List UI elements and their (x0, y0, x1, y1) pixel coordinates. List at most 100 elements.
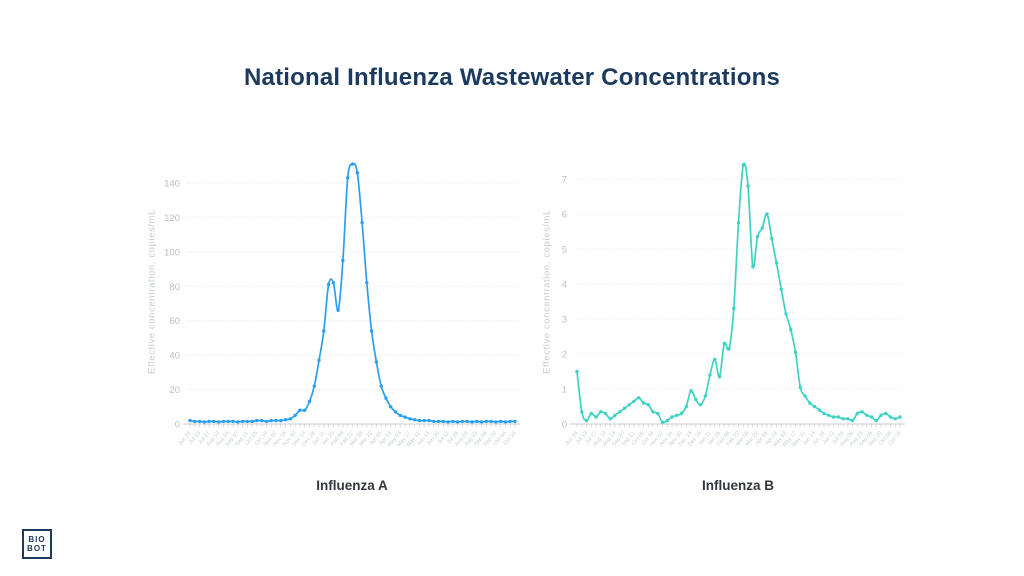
data-point (594, 415, 598, 419)
data-point (779, 287, 783, 291)
y-tick-label: 5 (562, 245, 567, 256)
data-point (784, 312, 788, 316)
data-point (708, 373, 712, 377)
data-point (888, 415, 893, 419)
data-point (202, 420, 206, 424)
data-point (793, 350, 798, 354)
data-point (808, 401, 812, 405)
data-point (379, 384, 383, 388)
data-point (599, 410, 603, 414)
data-point (893, 417, 897, 421)
data-point (798, 385, 802, 389)
data-point (831, 415, 836, 419)
data-point (489, 419, 493, 424)
data-point (879, 413, 883, 417)
data-point (850, 418, 855, 423)
data-point (727, 347, 731, 351)
data-point (279, 418, 283, 423)
data-point (713, 357, 717, 361)
data-point (212, 419, 216, 424)
data-point (670, 415, 674, 419)
data-point (446, 420, 450, 424)
data-point (494, 420, 498, 424)
data-point (398, 413, 402, 418)
data-point (393, 410, 398, 414)
data-point (513, 419, 517, 424)
data-point (475, 419, 479, 424)
data-point (613, 413, 617, 417)
data-point (746, 184, 750, 188)
data-point (403, 415, 407, 419)
data-point (765, 212, 769, 216)
data-point (770, 236, 774, 241)
data-point (221, 419, 226, 424)
data-point (608, 417, 612, 421)
data-point (336, 308, 340, 313)
data-point (689, 389, 693, 393)
data-point (679, 411, 684, 416)
data-point (736, 221, 741, 225)
y-tick-label: 3 (562, 315, 567, 326)
y-tick-label: 6 (562, 210, 567, 221)
data-point (751, 264, 755, 269)
data-point (240, 419, 245, 424)
data-point (264, 419, 269, 424)
data-point (651, 410, 655, 414)
data-point (860, 410, 864, 414)
data-point (684, 404, 688, 409)
data-point (283, 418, 288, 422)
data-point (231, 419, 235, 424)
data-point (855, 411, 859, 416)
data-point (603, 411, 608, 416)
y-tick-label: 20 (169, 385, 180, 396)
data-point (360, 220, 364, 225)
y-tick-label: 0 (562, 420, 567, 431)
data-point (374, 360, 379, 364)
data-point (660, 420, 665, 424)
data-point (732, 306, 736, 311)
influenza-a-caption: Influenza A (316, 478, 388, 493)
data-point (741, 163, 745, 167)
data-point (307, 399, 312, 404)
data-point (269, 418, 273, 423)
y-tick-label: 1 (562, 385, 567, 396)
data-point (193, 419, 197, 424)
data-point (584, 418, 589, 423)
data-point (470, 420, 474, 424)
data-point (717, 375, 722, 379)
data-point (250, 419, 254, 424)
data-point (622, 406, 627, 410)
data-point (369, 329, 374, 333)
data-point (646, 403, 650, 407)
data-point (298, 408, 302, 412)
biobot-logo-text-bottom: BOT (27, 544, 47, 553)
influenza-b-caption: Influenza B (701, 478, 774, 493)
data-point (365, 281, 369, 285)
data-point (427, 418, 431, 423)
biobot-logo: BIO BOT (22, 529, 52, 559)
data-point (236, 420, 240, 424)
data-point (503, 420, 508, 424)
data-point (479, 420, 484, 424)
data-point (384, 396, 388, 400)
data-point (217, 420, 221, 424)
data-point (341, 258, 345, 263)
data-point (322, 329, 326, 333)
data-point (884, 411, 888, 416)
data-point (226, 419, 230, 424)
data-point (841, 417, 845, 421)
data-point (508, 419, 512, 424)
series-line (189, 162, 516, 423)
data-point (760, 226, 764, 230)
data-point (898, 415, 902, 419)
y-tick-label: 0 (175, 420, 180, 431)
data-point (656, 411, 660, 416)
data-point (874, 418, 878, 423)
data-point (580, 410, 584, 414)
data-point (627, 403, 631, 407)
data-point (575, 369, 579, 374)
data-point (465, 419, 469, 424)
data-point (589, 411, 593, 416)
data-point (665, 418, 669, 423)
data-point (255, 418, 259, 423)
